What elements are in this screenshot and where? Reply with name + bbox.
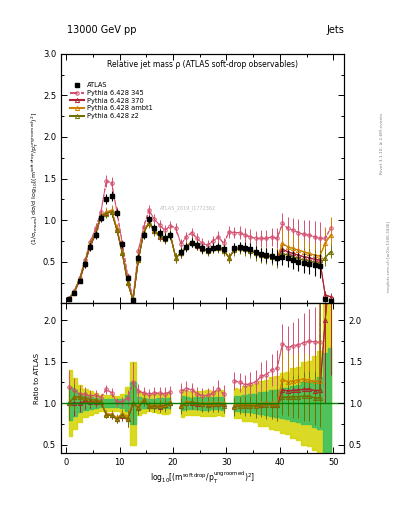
Text: Rivet 3.1.10; ≥ 2.6M events: Rivet 3.1.10; ≥ 2.6M events: [380, 113, 384, 174]
Text: mcplots.cern.ch [arXiv:1306.3436]: mcplots.cern.ch [arXiv:1306.3436]: [387, 221, 391, 291]
Y-axis label: (1/σ$_{\mathrm{resum}}$) dσ/d log$_{10}$[(m$^{\mathrm{soft\,drop}}$/p$_\mathrm{T: (1/σ$_{\mathrm{resum}}$) dσ/d log$_{10}$…: [30, 112, 41, 245]
Text: 13000 GeV pp: 13000 GeV pp: [68, 25, 137, 35]
Y-axis label: Ratio to ATLAS: Ratio to ATLAS: [34, 353, 40, 404]
X-axis label: log$_{10}$[(m$^{\mathrm{soft\,drop}}$/p$_\mathrm{T}^{\mathrm{ungroomed}}$)$^2$]: log$_{10}$[(m$^{\mathrm{soft\,drop}}$/p$…: [150, 470, 255, 486]
Text: ATLAS_2019_I1772362: ATLAS_2019_I1772362: [160, 206, 216, 211]
Text: Relative jet mass ρ (ATLAS soft-drop observables): Relative jet mass ρ (ATLAS soft-drop obs…: [107, 60, 298, 69]
Legend: ATLAS, Pythia 6.428 345, Pythia 6.428 370, Pythia 6.428 ambt1, Pythia 6.428 z2: ATLAS, Pythia 6.428 345, Pythia 6.428 37…: [67, 79, 156, 121]
Text: Jets: Jets: [326, 25, 344, 35]
